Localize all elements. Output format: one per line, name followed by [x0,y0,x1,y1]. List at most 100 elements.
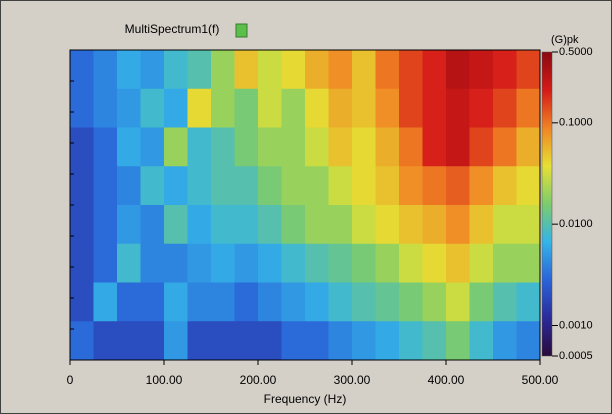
heatmap-cell [70,243,94,283]
heatmap-cell [446,50,470,90]
heatmap-cell [93,166,118,206]
heatmap-cell [493,50,517,90]
heatmap-cell [375,243,400,283]
heatmap-cell [117,88,141,128]
chart-title: MultiSpectrum1(f) [125,22,220,36]
heatmap-cell [234,88,259,128]
heatmap-cell [399,88,423,128]
heatmap-cell [281,243,306,283]
heatmap-cell [211,50,235,90]
heatmap-cell [164,50,188,90]
heatmap-cell [258,321,282,361]
heatmap-cell [187,88,212,128]
heatmap-cell [422,282,447,322]
colorbar [541,51,553,357]
heatmap-cell [516,243,541,283]
heatmap-cell [446,243,470,283]
heatmap-cell [352,243,376,283]
heatmap-cell [422,166,447,206]
heatmap-cell [469,282,494,322]
heatmap-cell [140,243,165,283]
colorbar-tick-label: 0.0005 [559,350,593,362]
heatmap-cell [258,88,282,128]
heatmap-cell [422,127,447,167]
heatmap-cell [399,50,423,90]
heatmap-cell [117,166,141,206]
heatmap-cell [187,50,212,90]
heatmap-cell [140,321,165,361]
heatmap-cell [516,321,541,361]
heatmap-cell [187,243,212,283]
heatmap-cell [281,205,306,245]
heatmap-cell [258,166,282,206]
heatmap-cell [469,127,494,167]
heatmap-cell [164,88,188,128]
heatmap-cell [281,127,306,167]
heatmap-cell [187,282,212,322]
x-axis-label: Frequency (Hz) [264,392,347,406]
heatmap-cell [516,127,541,167]
heatmap-cell [211,282,235,322]
heatmap-cell [70,166,94,206]
heatmap-cell [375,127,400,167]
heatmap-cell [258,205,282,245]
heatmap-cell [234,50,259,90]
heatmap-cell [375,166,400,206]
heatmap-cell [469,50,494,90]
x-tick-label: 200.00 [240,373,277,387]
heatmap-cell [305,205,329,245]
heatmap-cell [117,127,141,167]
heatmap-cell [93,127,118,167]
heatmap-cell [93,50,118,90]
heatmap-cell [305,127,329,167]
heatmap-cell [422,88,447,128]
heatmap-cell [258,50,282,90]
heatmap-cell [211,321,235,361]
heatmap-cell [234,166,259,206]
heatmap-cell [493,243,517,283]
heatmap-cell [93,243,118,283]
heatmap-cell [281,50,306,90]
heatmap-cell [70,282,94,322]
heatmap-cell [328,205,353,245]
heatmap-cell [187,205,212,245]
heatmap-cell [399,282,423,322]
heatmap-cell [352,50,376,90]
heatmap-cell [187,127,212,167]
heatmap-cell [140,166,165,206]
heatmap-cell [140,127,165,167]
heatmap-cell [422,321,447,361]
heatmap-cell [70,50,94,90]
heatmap-cell [281,321,306,361]
heatmap-cell [493,166,517,206]
heatmap-cell [211,205,235,245]
heatmap-cell [469,321,494,361]
heatmap-cell [493,205,517,245]
heatmap-cell [375,282,400,322]
heatmap-cell [164,282,188,322]
heatmap-cell [352,127,376,167]
heatmap-cell [187,321,212,361]
heatmap-cell [446,205,470,245]
heatmap-cell [117,205,141,245]
heatmap-cell [375,205,400,245]
heatmap-cell [93,88,118,128]
heatmap-cell [469,166,494,206]
heatmap-cell [70,127,94,167]
heatmap-cell [140,282,165,322]
heatmap-cell [352,88,376,128]
heatmap-cell [305,282,329,322]
x-tick-label: 100.00 [146,373,183,387]
heatmap-cell [234,205,259,245]
heatmap-cell [469,88,494,128]
heatmap-cell [281,282,306,322]
x-tick-label: 400.00 [428,373,465,387]
heatmap-cell [93,282,118,322]
heatmap-cell [493,321,517,361]
heatmap-cell [93,205,118,245]
heatmap-cell [446,166,470,206]
heatmap-cell [469,243,494,283]
heatmap-cell [305,88,329,128]
heatmap-cell [305,321,329,361]
heatmap-cell [328,282,353,322]
